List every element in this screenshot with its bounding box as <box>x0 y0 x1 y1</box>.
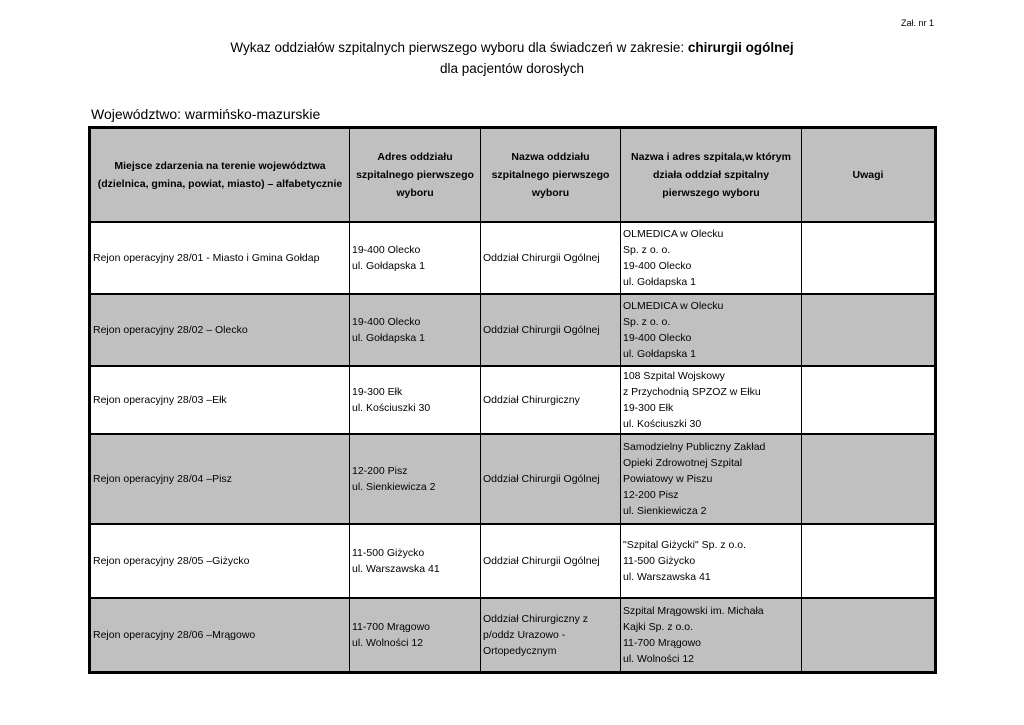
place-cell: Rejon operacyjny 28/05 –Giżycko <box>89 522 350 598</box>
hospital-cell-line: ul. Kościuszki 30 <box>623 417 702 430</box>
ward-cell: Oddział Chirurgii Ogólnej <box>480 522 621 598</box>
hospital-cell-line: OLMEDICA w Olecku <box>623 227 724 240</box>
ward-cell-line: Oddział Chirurgii Ogólnej <box>483 251 600 264</box>
notes-cell <box>801 596 936 673</box>
hospital-cell: Szpital Mrągowski im. Michała Kajki Sp. z… <box>620 596 802 673</box>
address-cell-line: 19-400 Olecko <box>352 243 421 256</box>
header-hospital: Nazwa i adres szpitala,w którym działa o… <box>620 127 802 222</box>
address-cell: 19-300 Ełk ul. Kościuszki 30 <box>349 364 481 434</box>
notes-cell <box>801 220 936 294</box>
ward-cell-line: Ortopedycznym <box>483 644 557 657</box>
title-line2: dla pacjentów dorosłych <box>439 61 585 76</box>
hospital-cell: 108 Szpital Wojskowy z Przychodnią SPZOZ … <box>620 364 802 434</box>
ward-cell-line: Oddział Chirurgiczny <box>483 393 580 406</box>
address-cell: 12-200 Pisz ul. Sienkiewicza 2 <box>349 432 481 524</box>
hospital-cell-line: "Szpital Giżycki" Sp. z o.o. <box>623 538 746 551</box>
hospital-wards-table: Miejsce zdarzenia na terenie województwa… <box>88 126 937 674</box>
hospital-cell-line: ul. Warszawska 41 <box>623 570 711 583</box>
ward-cell-line: Oddział Chirurgii Ogólnej <box>483 323 600 336</box>
ward-cell: Oddział Chirurgii Ogólnej <box>480 292 621 366</box>
header-address: Adres oddziału szpitalnego pierwszego wy… <box>349 127 481 222</box>
hospital-cell-line: ul. Gołdapska 1 <box>623 275 696 288</box>
hospital-cell-line: 19-300 Ełk <box>623 401 674 414</box>
address-cell: 19-400 Olecko ul. Gołdapska 1 <box>349 292 481 366</box>
hospital-cell-line: Kajki Sp. z o.o. <box>623 620 694 633</box>
place-cell: Rejon operacyjny 28/01 - Miasto i Gmina … <box>89 220 350 294</box>
address-cell-line: 11-500 Giżycko <box>352 546 425 559</box>
address-cell-line: ul. Wolności 12 <box>352 636 424 649</box>
notes-cell <box>801 432 936 524</box>
hospital-cell: OLMEDICA w Olecku Sp. z o. o. 19-400 Oleck… <box>620 292 802 366</box>
address-cell-line: 19-400 Olecko <box>352 315 421 328</box>
header-row: Miejsce zdarzenia na terenie województwa… <box>89 127 936 222</box>
hospital-cell-line: 12-200 Pisz <box>623 488 679 501</box>
ward-cell: Oddział Chirurgiczny <box>480 364 621 434</box>
header-notes: Uwagi <box>801 127 936 222</box>
ward-cell-line: Oddział Chirurgii Ogólnej <box>483 472 600 485</box>
hospital-cell-line: ul. Sienkiewicza 2 <box>623 504 707 517</box>
ward-cell-line: Oddział Chirurgii Ogólnej <box>483 554 600 567</box>
address-cell: 19-400 Olecko ul. Gołdapska 1 <box>349 220 481 294</box>
header-place: Miejsce zdarzenia na terenie województwa… <box>89 127 350 222</box>
hospital-cell-line: ul. Gołdapska 1 <box>623 347 696 360</box>
address-cell: 11-700 Mrągowo ul. Wolności 12 <box>349 596 481 673</box>
ward-cell: Oddział Chirurgii Ogólnej <box>480 432 621 524</box>
hospital-cell-line: 11-700 Mrągowo <box>623 636 702 649</box>
address-cell: 11-500 Giżycko ul. Warszawska 41 <box>349 522 481 598</box>
hospital-cell-line: Powiatowy w Piszu <box>623 472 713 485</box>
ward-cell: Oddział Chirurgiczny z p/oddz Urazowo - Or… <box>480 596 621 673</box>
table-row: Rejon operacyjny 28/04 –Pisz 12-200 Pisz u… <box>89 432 936 524</box>
hospital-cell-line: OLMEDICA w Olecku <box>623 299 724 312</box>
voivodeship-label: Województwo: warmińsko-mazurskie <box>91 106 321 122</box>
hospital-cell: OLMEDICA w Olecku Sp. z o. o. 19-400 Oleck… <box>620 220 802 294</box>
place-cell: Rejon operacyjny 28/02 – Olecko <box>89 292 350 366</box>
notes-cell <box>801 522 936 598</box>
table-row: Rejon operacyjny 28/01 - Miasto i Gmina … <box>89 220 936 294</box>
hospital-cell-line: Sp. z o. o. <box>623 315 671 328</box>
notes-cell <box>801 292 936 366</box>
header-ward: Nazwa oddziału szpitalnego pierwszego wy… <box>480 127 621 222</box>
hospital-cell-line: ul. Wolności 12 <box>623 652 695 665</box>
table-row: Rejon operacyjny 28/03 –Ełk 19-300 Ełk ul.… <box>89 364 936 434</box>
hospital-cell-line: 19-400 Olecko <box>623 331 692 344</box>
address-cell-line: 11-700 Mrągowo <box>352 620 431 633</box>
address-cell-line: ul. Kościuszki 30 <box>352 401 431 414</box>
address-cell-line: ul. Warszawska 41 <box>352 562 440 575</box>
place-cell: Rejon operacyjny 28/03 –Ełk <box>89 364 350 434</box>
table-row: Rejon operacyjny 28/06 –Mrągowo 11-700 Mr… <box>89 596 936 673</box>
address-cell-line: 12-200 Pisz <box>352 464 408 477</box>
hospital-cell-line: 108 Szpital Wojskowy <box>623 369 725 382</box>
address-cell-line: ul. Sienkiewicza 2 <box>352 480 436 493</box>
hospital-cell: Samodzielny Publiczny Zakład Opieki Zdrow… <box>620 432 802 524</box>
hospital-cell-line: Szpital Mrągowski im. Michała <box>623 604 764 617</box>
title-subject: chirurgii ogólnej <box>687 40 794 55</box>
hospital-cell-line: 19-400 Olecko <box>623 259 692 272</box>
hospital-cell-line: Opieki Zdrowotnej Szpital <box>623 456 743 469</box>
title-line1: Wykaz oddziałów szpitalnych pierwszego w… <box>230 40 688 55</box>
hospital-cell: "Szpital Giżycki" Sp. z o.o. 11-500 Giżyc… <box>620 522 802 598</box>
hospital-cell-line: Sp. z o. o. <box>623 243 671 256</box>
ward-cell-line: Oddział Chirurgiczny z <box>483 612 589 625</box>
table-row: Rejon operacyjny 28/02 – Olecko 19-400 Ol… <box>89 292 936 366</box>
hospital-cell-line: 11-500 Giżycko <box>623 554 696 567</box>
address-cell-line: ul. Gołdapska 1 <box>352 259 425 272</box>
ward-cell-line: p/oddz Urazowo - <box>483 628 566 641</box>
ward-cell: Oddział Chirurgii Ogólnej <box>480 220 621 294</box>
address-cell-line: ul. Gołdapska 1 <box>352 331 425 344</box>
attachment-label: Zał. nr 1 <box>900 18 934 28</box>
hospital-cell-line: Samodzielny Publiczny Zakład <box>623 440 766 453</box>
place-cell: Rejon operacyjny 28/06 –Mrągowo <box>89 596 350 673</box>
table-row: Rejon operacyjny 28/05 –Giżycko 11-500 Gi… <box>89 522 936 598</box>
document-title: Wykaz oddziałów szpitalnych pierwszego w… <box>0 37 1024 79</box>
place-cell: Rejon operacyjny 28/04 –Pisz <box>89 432 350 524</box>
address-cell-line: 19-300 Ełk <box>352 385 403 398</box>
notes-cell <box>801 364 936 434</box>
hospital-cell-line: z Przychodnią SPZOZ w Ełku <box>623 385 761 398</box>
